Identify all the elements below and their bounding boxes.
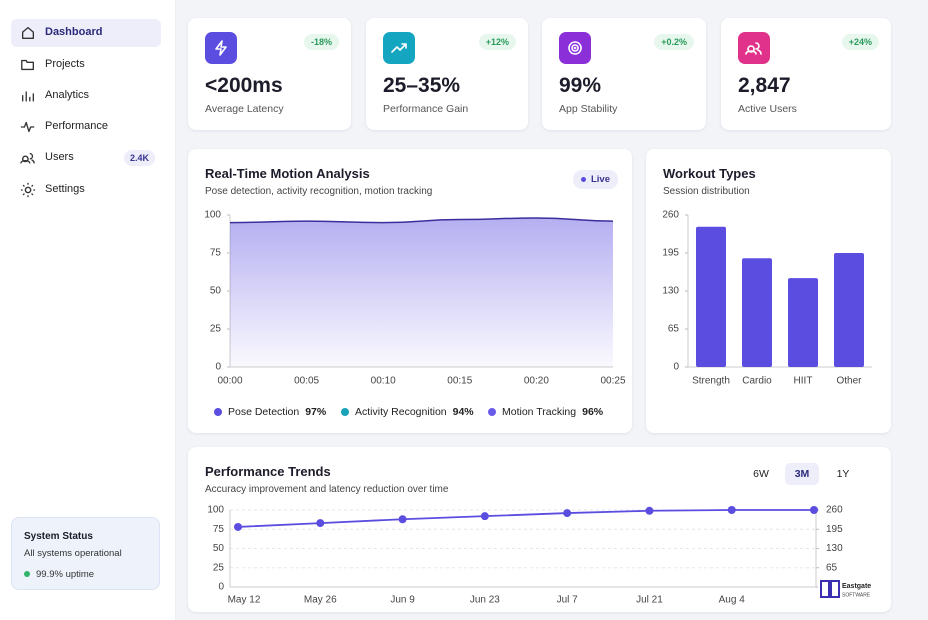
chart-card: Performance Trends Accuracy improvement a…	[188, 447, 891, 612]
nav-item[interactable]: Users 2.4K	[11, 144, 161, 172]
icon-shape	[215, 40, 227, 56]
icon-shape	[745, 42, 762, 55]
icon-shape	[568, 41, 582, 55]
kpi-icon	[205, 32, 237, 64]
kpi-label: Performance Gain	[383, 103, 469, 115]
icon	[391, 43, 407, 53]
chart-title: Workout Types	[663, 166, 756, 181]
nav-icon	[22, 27, 34, 39]
kpi-change: +24%	[841, 34, 879, 50]
nav-label: Projects	[45, 58, 85, 70]
kpi-icon	[559, 32, 591, 64]
chart-card: Real-Time Motion Analysis Pose detection,…	[188, 149, 632, 433]
nav-item[interactable]: Performance	[11, 113, 161, 141]
chart-title: Performance Trends	[205, 464, 331, 479]
nav-label: Performance	[45, 120, 108, 132]
icon-shape	[391, 43, 407, 53]
nav-item[interactable]: Settings	[11, 176, 161, 204]
range-button[interactable]: 3M	[785, 463, 819, 485]
icon	[568, 41, 582, 55]
kpi-value: 99%	[559, 74, 602, 97]
nav-label: Settings	[45, 183, 85, 195]
kpi-value: 25–35%	[383, 74, 461, 97]
kpi-card: +12% 25–35% Performance Gain	[366, 18, 528, 130]
status-box: System Status All systems operational 99.9…	[11, 517, 160, 590]
kpi-icon	[738, 32, 770, 64]
kpi-label: Active Users	[738, 103, 797, 115]
nav-icon	[21, 59, 34, 71]
nav-icon	[20, 152, 35, 164]
nav-label: Dashboard	[45, 26, 103, 38]
chart-title: Real-Time Motion Analysis	[205, 166, 370, 181]
kpi-change: +12%	[478, 34, 516, 50]
status-uptime: 99.9% uptime	[36, 569, 95, 580]
icon-shape	[20, 152, 35, 164]
icon	[215, 40, 227, 56]
nav-icon	[22, 91, 34, 102]
nav-item[interactable]: Dashboard	[11, 19, 161, 47]
nav-item[interactable]: Projects	[11, 51, 161, 79]
chart-subtitle: Pose detection, activity recognition, mo…	[205, 186, 433, 197]
kpi-icon	[383, 32, 415, 64]
icon-shape	[20, 182, 36, 198]
kpi-value: 2,847	[738, 74, 791, 97]
icon-shape	[22, 27, 34, 39]
icon-shape	[20, 121, 35, 133]
kpi-label: App Stability	[559, 103, 618, 115]
nav-item[interactable]: Analytics	[11, 82, 161, 110]
live-dot	[580, 177, 586, 182]
icon-shape	[21, 59, 34, 71]
nav-icon	[20, 121, 35, 133]
kpi-change: +0.2%	[654, 34, 694, 50]
range-button[interactable]: 6W	[753, 468, 769, 480]
kpi-card: +24% 2,847 Active Users	[721, 18, 891, 130]
kpi-card: -18% <200ms Average Latency	[188, 18, 351, 130]
icon	[745, 42, 762, 55]
range-button[interactable]: 1Y	[836, 468, 850, 480]
kpi-change: -18%	[303, 34, 339, 50]
kpi-label: Average Latency	[205, 103, 284, 115]
status-dot	[24, 571, 30, 577]
kpi-card: +0.2% 99% App Stability	[542, 18, 706, 130]
live-badge: Live	[572, 170, 618, 189]
nav-label: Analytics	[45, 89, 90, 101]
nav-icon	[20, 182, 36, 198]
nav-label: Users	[45, 151, 74, 163]
icon-shape	[22, 91, 34, 102]
chart-subtitle: Accuracy improvement and latency reducti…	[205, 484, 449, 495]
status-text: All systems operational	[24, 548, 122, 559]
nav-badge: 2.4K	[123, 150, 155, 166]
kpi-value: <200ms	[205, 74, 283, 97]
sidebar	[0, 0, 176, 620]
chart-card: Workout Types Session distribution	[646, 149, 891, 433]
chart-subtitle: Session distribution	[663, 186, 750, 197]
status-title: System Status	[24, 531, 93, 542]
